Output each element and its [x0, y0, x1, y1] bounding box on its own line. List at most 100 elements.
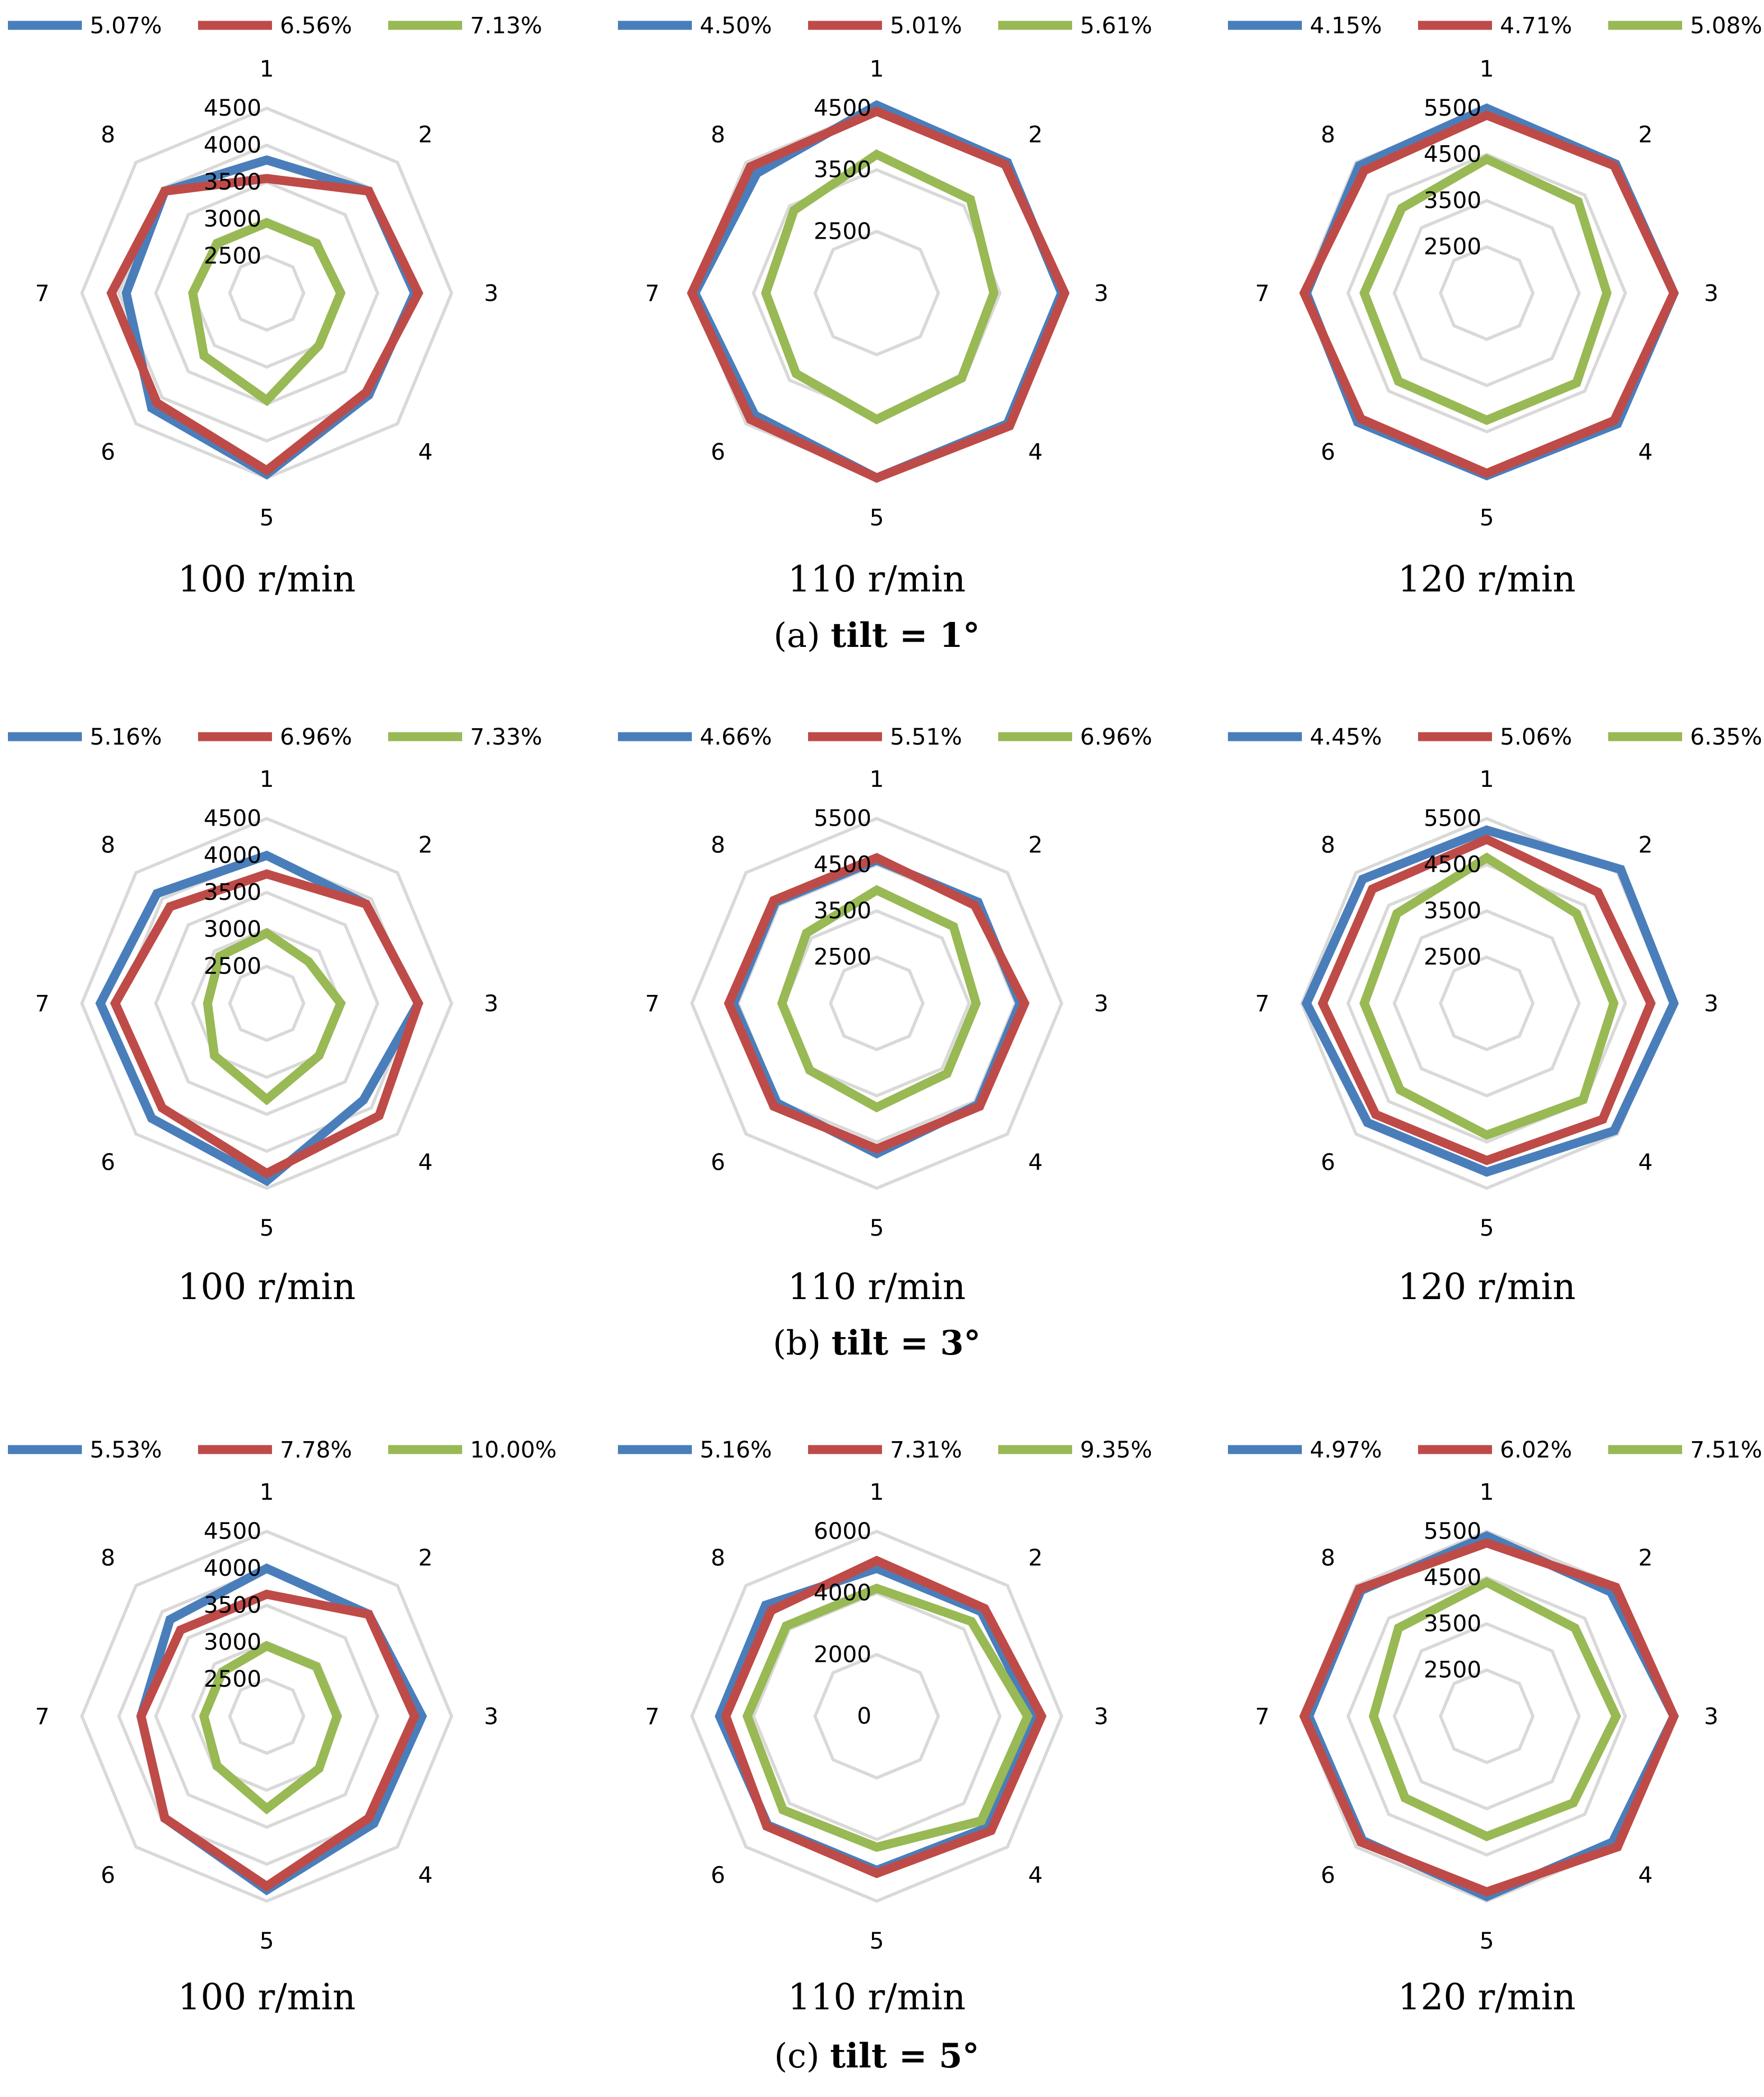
radial-tick-label: 2500 — [1424, 944, 1481, 971]
legend-label: 6.56% — [280, 13, 352, 39]
axis-label-5: 5 — [259, 1215, 274, 1242]
axis-label-8: 8 — [101, 1545, 115, 1571]
legend-label: 7.51% — [1690, 1437, 1762, 1463]
radial-tick-label: 5500 — [1424, 805, 1481, 832]
axis-label-2: 2 — [418, 121, 433, 148]
legend-label: 4.97% — [1310, 1437, 1382, 1463]
radial-tick-label: 3500 — [1424, 1611, 1481, 1637]
series-line-red — [106, 174, 424, 476]
series-line-red — [687, 106, 1070, 483]
axis-label-5: 5 — [259, 1928, 274, 1954]
axis-label-5: 5 — [869, 1928, 884, 1954]
chart-title: 120 r/min — [1398, 1266, 1576, 1308]
axis-label-6: 6 — [711, 439, 725, 466]
axis-label-2: 2 — [1638, 1545, 1653, 1571]
radar-chart-b-3: 4.45% 5.06% 6.35% 2500 3500 4500 5500 1 2 3 4 5 6 7 8 1… — [1228, 724, 1762, 1308]
series-line-blue — [121, 155, 420, 480]
legend-label: 10.00% — [470, 1437, 557, 1463]
radar-chart-a-2: 4.50% 5.01% 5.61% 2500 3500 4500 1 2 3 4 5 6 7 8 110 r… — [618, 13, 1152, 600]
grid-ring — [1346, 863, 1627, 1144]
series-line-blue — [136, 1563, 427, 1896]
radial-tick-label: 4500 — [204, 95, 261, 121]
axis-label-2: 2 — [418, 832, 433, 858]
panel-caption-letter: (b) — [773, 1324, 821, 1363]
grid-ring — [1392, 1622, 1581, 1811]
axis-label-8: 8 — [711, 1545, 725, 1571]
grid-ring — [829, 955, 925, 1051]
axis-label-7: 7 — [645, 280, 659, 307]
legend-label: 7.31% — [890, 1437, 962, 1463]
legend-label: 5.08% — [1690, 13, 1762, 39]
axis-label-1: 1 — [1479, 1479, 1494, 1506]
axis-label-6: 6 — [101, 1150, 115, 1176]
radial-tick-label: 3500 — [204, 1592, 261, 1619]
axis-label-6: 6 — [1321, 1863, 1335, 1889]
radial-tick-label: 4500 — [814, 95, 871, 121]
panel-caption: (a) tilt = 1° — [774, 616, 980, 655]
grid-ring — [1392, 199, 1581, 388]
legend-label: 5.61% — [1080, 13, 1152, 39]
radial-tick-label: 2000 — [814, 1641, 871, 1668]
grid-ring — [154, 1603, 380, 1829]
axis-label-7: 7 — [645, 1704, 659, 1730]
legend-label: 5.01% — [890, 13, 962, 39]
legend-label: 4.45% — [1310, 724, 1382, 750]
axis-label-3: 3 — [484, 1704, 498, 1730]
series-line-green — [742, 1583, 1033, 1852]
axis-label-3: 3 — [1094, 1704, 1108, 1730]
radial-tick-label: 4000 — [204, 1555, 261, 1582]
series-line-green — [203, 928, 346, 1106]
axis-label-1: 1 — [869, 1479, 884, 1506]
axis-label-5: 5 — [869, 505, 884, 531]
grid-ring — [80, 1529, 454, 1903]
axis-label-7: 7 — [1255, 1704, 1269, 1730]
axis-label-1: 1 — [259, 56, 274, 82]
legend-label: 4.15% — [1310, 13, 1382, 39]
legend-label: 5.06% — [1500, 724, 1572, 750]
radial-tick-label: 2500 — [204, 953, 261, 980]
axis-label-6: 6 — [1321, 439, 1335, 466]
series-line-green — [199, 1641, 342, 1814]
chart-title: 100 r/min — [178, 1266, 356, 1308]
axis-label-6: 6 — [101, 439, 115, 466]
radial-tick-label: 3500 — [204, 879, 261, 906]
legend-label: 6.35% — [1690, 724, 1762, 750]
series-line-green — [1368, 1577, 1621, 1841]
axis-label-1: 1 — [1479, 56, 1494, 82]
radar-chart-a-1: 5.07% 6.56% 7.13% 2500 3000 3500 4000 4500 1 2 3 4 5… — [8, 13, 542, 600]
legend-label: 7.78% — [280, 1437, 352, 1463]
grid-ring — [813, 1653, 940, 1780]
grid-ring — [228, 1677, 306, 1755]
grid-ring — [154, 890, 380, 1116]
chart-title: 100 r/min — [178, 559, 356, 600]
axis-label-8: 8 — [1321, 1545, 1335, 1571]
axis-label-2: 2 — [418, 1545, 433, 1571]
series-line-red — [1299, 1538, 1679, 1897]
grid-ring — [80, 816, 454, 1190]
chart-title: 110 r/min — [788, 559, 966, 600]
axis-label-7: 7 — [1255, 991, 1269, 1017]
chart-title: 110 r/min — [788, 1266, 966, 1308]
axis-label-5: 5 — [1479, 505, 1494, 531]
legend-label: 5.16% — [700, 1437, 772, 1463]
axis-label-3: 3 — [484, 991, 498, 1017]
axis-label-6: 6 — [101, 1863, 115, 1889]
legend-label: 9.35% — [1080, 1437, 1152, 1463]
axis-label-3: 3 — [1704, 280, 1718, 307]
series-line-red — [1318, 834, 1656, 1165]
axis-label-3: 3 — [1094, 280, 1108, 307]
grid-ring — [1392, 909, 1581, 1098]
radial-tick-label: 4500 — [814, 852, 871, 878]
series-line-red — [724, 853, 1030, 1154]
axis-label-4: 4 — [1028, 1863, 1043, 1889]
radar-chart-c-3: 4.97% 6.02% 7.51% 2500 3500 4500 5500 1 2 3 4 5 6 7 8 1… — [1228, 1437, 1762, 2018]
radial-tick-label: 3500 — [814, 157, 871, 183]
legend-label: 6.02% — [1500, 1437, 1572, 1463]
radial-tick-label: 4000 — [204, 132, 261, 158]
radar-chart-c-2: 5.16% 7.31% 9.35% 0 2000 4000 6000 1 2 3 4 5 6 7 8 110 … — [618, 1437, 1152, 2018]
axis-label-7: 7 — [35, 991, 49, 1017]
legend-label: 5.16% — [90, 724, 162, 750]
legend-label: 7.33% — [470, 724, 542, 750]
radar-chart-b-2: 4.66% 5.51% 6.96% 2500 3500 4500 5500 1 2 3 4 5 6 7 8 1… — [618, 724, 1152, 1308]
